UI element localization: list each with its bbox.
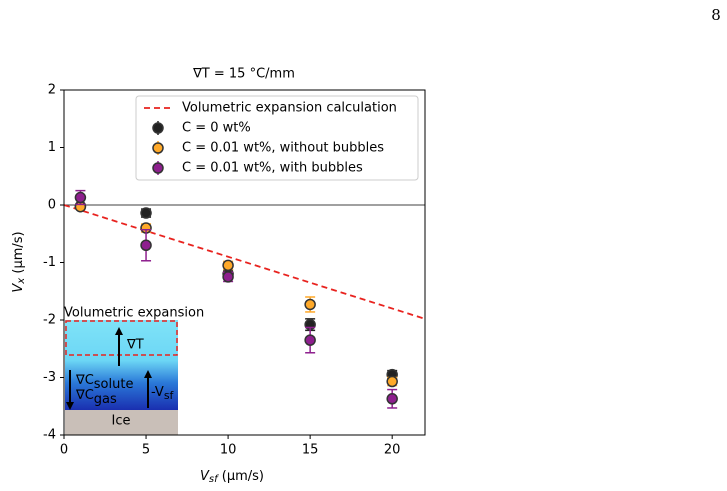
legend-label: C = 0 wt% [182, 121, 251, 136]
inset-liquid [65, 320, 178, 410]
inset-label-part: solute [94, 377, 134, 392]
x-tick-label: 10 [220, 443, 237, 458]
y-tick-label: -4 [43, 428, 56, 443]
x-tick-label: 15 [302, 443, 319, 458]
y-label-part: (µm/s) [11, 231, 26, 277]
x-tick-label: 20 [384, 443, 401, 458]
legend-box [135, 95, 419, 181]
chart-title: ∇T = 15 °C/mm [192, 67, 295, 82]
inset-label-part: -V [151, 385, 164, 400]
x-tick-label: 5 [142, 443, 150, 458]
legend-label: Volumetric expansion calculation [182, 101, 397, 116]
marker [222, 271, 234, 283]
axes-frame [63, 89, 426, 436]
x-axis-label: Vsf (µm/s) [200, 469, 264, 486]
marker [304, 298, 316, 311]
marker [386, 393, 398, 405]
inset-label: ∇Csolute [75, 373, 133, 392]
marker [140, 239, 152, 251]
y-tick-label: -3 [43, 370, 56, 385]
legend-swatch [152, 122, 164, 134]
marker [222, 259, 234, 272]
y-label-part: x [16, 278, 27, 285]
inset-label: Ice [112, 414, 131, 429]
inset-label-part: ∇C [75, 373, 94, 388]
inset-expansion-box [65, 320, 178, 356]
x-label-part: sf [209, 474, 219, 485]
legend-label: C = 0.01 wt%, with bubbles [182, 161, 363, 176]
x-label-part: (µm/s) [218, 469, 264, 484]
legend-label: C = 0.01 wt%, without bubbles [182, 141, 384, 156]
marker [386, 375, 398, 388]
y-tick-label: 1 [48, 140, 56, 155]
inset-label-part: sf [164, 389, 175, 402]
y-tick-label: -1 [43, 255, 56, 270]
x-label-part: V [200, 469, 210, 484]
y-label-part: V [11, 283, 26, 293]
legend-swatch [152, 162, 164, 174]
inset-label-part: gas [94, 392, 117, 407]
inset-label: Volumetric expansion [64, 306, 204, 321]
y-tick-label: 0 [48, 198, 56, 213]
page-number: 8 [711, 6, 721, 24]
y-axis-label: Vx (µm/s) [11, 231, 28, 292]
inset-label-part: ∇C [75, 388, 94, 403]
y-tick-label: 2 [48, 83, 56, 98]
legend-swatch [152, 142, 164, 154]
y-tick-label: -2 [43, 313, 56, 328]
x-tick-label: 0 [60, 443, 68, 458]
inset: Volumetric expansion ∇T ∇Csolute ∇Cgas -… [64, 306, 204, 435]
inset-label: -Vsf [151, 385, 175, 403]
marker [74, 191, 87, 204]
reference-line [63, 204, 426, 320]
marker [304, 334, 316, 346]
marker [140, 207, 152, 219]
inset-label: ∇T [126, 338, 144, 353]
inset-label: ∇Cgas [75, 388, 117, 407]
inset-ice [65, 410, 178, 435]
